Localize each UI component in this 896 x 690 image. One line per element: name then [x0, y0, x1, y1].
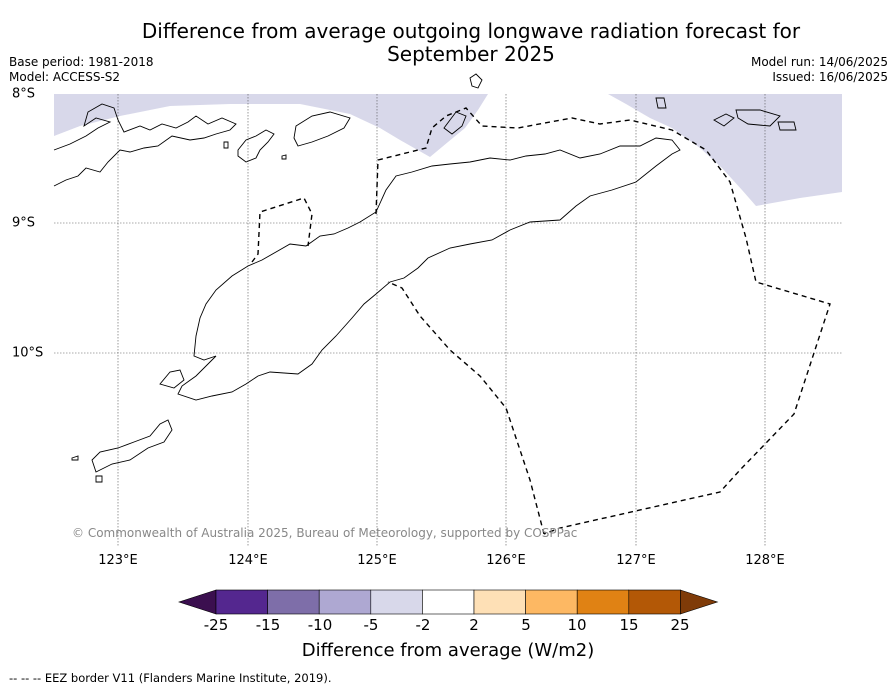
cbar-tick: 15 — [619, 616, 639, 634]
coastline-islet-b — [281, 154, 287, 160]
cbar-tick: -10 — [307, 616, 333, 634]
cbar-tick: -25 — [203, 616, 229, 634]
copyright-notice: © Commonwealth of Australia 2025, Bureau… — [72, 526, 578, 540]
lon-label-124: 124°E — [228, 553, 268, 568]
lat-label-8s: 8°S — [12, 86, 36, 102]
model-run: Model run: 14/06/2025 — [750, 55, 888, 69]
coastlines — [53, 73, 797, 483]
coastline-semau — [159, 369, 185, 389]
lon-label-123: 123°E — [98, 553, 138, 568]
coastline-islet-e — [95, 475, 103, 483]
eez-footnote: -- -- -- EEZ border V11 (Flanders Marine… — [9, 671, 332, 685]
coastline-islet-d — [71, 455, 79, 461]
coastline-wetar-west — [237, 129, 275, 163]
lat-label-10s: 10°S — [12, 345, 44, 361]
meta-left: Base period: 1981-2018 Model: ACCESS-S2 — [9, 55, 154, 85]
colorbar-segment — [473, 589, 526, 615]
coastline-leti — [655, 97, 667, 109]
colorbar-label: Difference from average (W/m2) — [301, 640, 595, 661]
coastline-islet-a — [223, 141, 229, 149]
map-title: Difference from average outgoing longwav… — [141, 19, 801, 66]
model-name: Model: ACCESS-S2 — [9, 70, 121, 84]
coastline-lakor — [735, 109, 781, 127]
meta-right: Model run: 14/06/2025 Issued: 16/06/2025 — [751, 55, 888, 85]
lat-label-9s: 9°S — [12, 215, 36, 231]
colorbar-segment — [576, 589, 630, 615]
lon-label-127: 127°E — [616, 553, 656, 568]
lon-label-125: 125°E — [357, 553, 397, 568]
coastline-islet-c — [469, 73, 483, 89]
colorbar-segment — [525, 589, 578, 615]
eez-border-south — [387, 281, 545, 535]
coastline-moa — [713, 113, 735, 127]
colorbar-segment — [215, 589, 268, 615]
colorbar-segment — [318, 589, 372, 615]
coastline-islet-f — [777, 121, 797, 131]
colorbar-extend-high — [680, 589, 719, 615]
eez-border-west — [251, 197, 313, 263]
gridlines — [54, 94, 842, 546]
cbar-tick: -15 — [255, 616, 281, 634]
coastline-wetar-east — [293, 111, 351, 147]
colorbar-segment — [422, 589, 475, 615]
base-period: Base period: 1981-2018 — [9, 55, 154, 69]
cbar-tick: 25 — [670, 616, 690, 634]
eez-borders — [251, 107, 831, 535]
coastline-roti — [91, 419, 173, 473]
cbar-tick: -5 — [363, 616, 379, 634]
cbar-tick: -2 — [415, 616, 431, 634]
lon-label-128: 128°E — [745, 553, 785, 568]
lon-label-126: 126°E — [486, 553, 526, 568]
colorbar-segment — [628, 589, 681, 615]
coastline-romang — [443, 111, 467, 135]
colorbar-segment — [370, 589, 423, 615]
colorbar-segment — [267, 589, 320, 615]
coastline-timor — [177, 137, 681, 401]
anomaly-region-northwest — [54, 94, 488, 157]
cbar-tick: 2 — [469, 616, 479, 634]
issued-date: Issued: 16/06/2025 — [772, 70, 888, 84]
cbar-tick: 10 — [567, 616, 587, 634]
cbar-tick: 5 — [521, 616, 531, 634]
coastline-north-islands — [53, 103, 237, 187]
eez-border-north — [375, 107, 831, 535]
colorbar-extend-low — [178, 589, 217, 615]
